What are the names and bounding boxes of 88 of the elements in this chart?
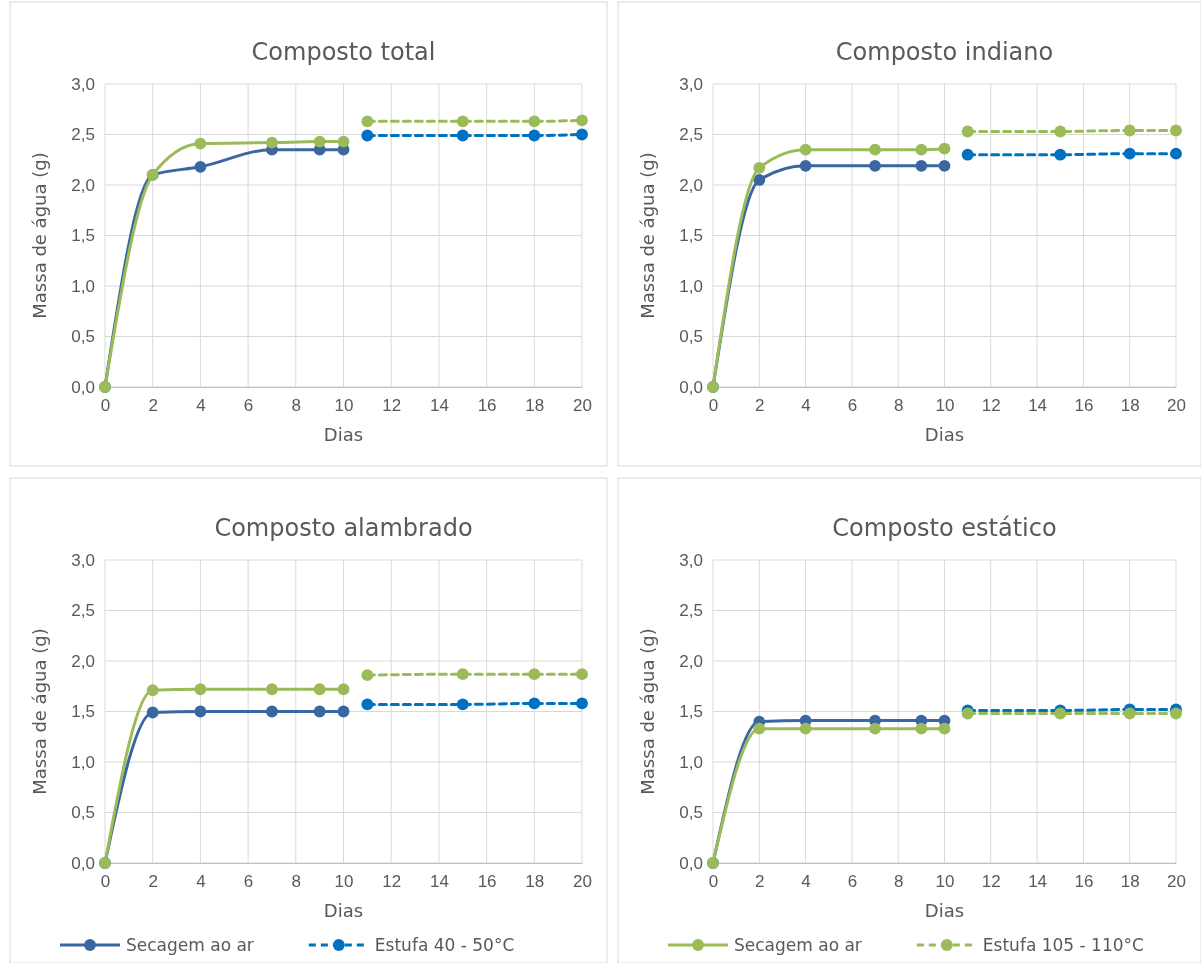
x-tick-label: 8	[291, 396, 302, 416]
y-tick-label: 0,5	[71, 803, 95, 823]
legend-label: Secagem ao ar	[734, 935, 862, 955]
y-tick-label: 3,0	[71, 74, 95, 94]
y-tick-label: 1,5	[679, 226, 703, 246]
y-tick-label: 2,0	[679, 651, 703, 671]
x-tick-label: 12	[382, 396, 402, 416]
chart-title: Composto alambrado	[214, 514, 473, 542]
x-tick-label: 0	[708, 396, 719, 416]
x-tick-label: 8	[291, 872, 302, 892]
x-tick-label: 6	[847, 872, 858, 892]
y-axis-title: Massa de água (g)	[637, 628, 658, 795]
legend-label: Estufa 40 - 50°C	[374, 935, 515, 955]
x-axis-title: Dias	[924, 424, 965, 445]
y-tick-label: 2,0	[71, 651, 95, 671]
x-tick-label: 6	[243, 396, 254, 416]
x-tick-label: 20	[573, 396, 592, 416]
x-axis-title: Dias	[323, 424, 364, 445]
chart-title: Composto indiano	[835, 38, 1054, 66]
x-tick-label: 18	[1120, 396, 1140, 416]
x-tick-label: 12	[981, 872, 1001, 892]
y-axis-title: Massa de água (g)	[637, 152, 658, 319]
y-tick-label: 0,0	[71, 853, 95, 873]
y-tick-label: 2,5	[679, 125, 703, 145]
x-tick-label: 0	[100, 396, 111, 416]
x-axis-title: Dias	[924, 900, 965, 921]
x-tick-label: 2	[148, 872, 158, 892]
y-tick-label: 0,5	[71, 327, 95, 347]
y-tick-label: 0,0	[679, 853, 703, 873]
x-tick-label: 8	[893, 872, 904, 892]
y-tick-label: 0,5	[679, 803, 703, 823]
x-tick-label: 12	[981, 396, 1001, 416]
x-tick-label: 12	[382, 872, 402, 892]
chart-title: Composto estático	[832, 514, 1057, 542]
x-tick-label: 18	[525, 396, 545, 416]
x-tick-label: 10	[935, 396, 955, 416]
x-tick-label: 14	[1028, 396, 1048, 416]
y-tick-label: 0,5	[679, 327, 703, 347]
x-tick-label: 16	[1074, 872, 1094, 892]
x-tick-label: 10	[935, 872, 955, 892]
x-tick-label: 2	[755, 872, 765, 892]
x-tick-label: 18	[1120, 872, 1140, 892]
y-tick-label: 0,0	[679, 377, 703, 397]
x-tick-label: 6	[847, 396, 858, 416]
x-tick-label: 10	[334, 396, 354, 416]
x-tick-label: 10	[334, 872, 354, 892]
x-tick-label: 18	[525, 872, 545, 892]
y-tick-label: 1,5	[71, 226, 95, 246]
y-tick-label: 2,0	[71, 175, 95, 195]
y-tick-label: 1,0	[71, 276, 95, 296]
x-tick-label: 16	[1074, 396, 1094, 416]
y-tick-label: 1,5	[679, 702, 703, 722]
y-tick-label: 1,5	[71, 702, 95, 722]
legend-label: Estufa 105 - 110°C	[982, 935, 1144, 955]
y-tick-label: 3,0	[71, 550, 95, 570]
x-tick-label: 4	[801, 396, 811, 416]
y-tick-label: 2,5	[679, 601, 703, 621]
x-tick-label: 4	[196, 872, 206, 892]
x-tick-label: 16	[477, 396, 497, 416]
x-axis-title: Dias	[323, 900, 364, 921]
y-tick-label: 3,0	[679, 74, 703, 94]
x-tick-label: 2	[755, 396, 765, 416]
x-tick-label: 14	[1028, 872, 1048, 892]
y-tick-label: 1,0	[71, 752, 95, 772]
y-axis-title: Massa de água (g)	[29, 628, 50, 795]
legend-label: Secagem ao ar	[126, 935, 254, 955]
y-tick-label: 2,5	[71, 601, 95, 621]
chart-title: Composto total	[251, 38, 436, 66]
x-tick-label: 20	[1167, 396, 1186, 416]
x-tick-label: 16	[477, 872, 497, 892]
x-tick-label: 2	[148, 396, 158, 416]
x-tick-label: 0	[708, 872, 719, 892]
x-tick-label: 14	[429, 872, 449, 892]
y-tick-label: 2,5	[71, 125, 95, 145]
x-tick-label: 0	[100, 872, 111, 892]
x-tick-label: 20	[1167, 872, 1186, 892]
x-tick-label: 14	[429, 396, 449, 416]
y-tick-label: 1,0	[679, 752, 703, 772]
y-tick-label: 0,0	[71, 377, 95, 397]
x-tick-label: 4	[801, 872, 811, 892]
y-tick-label: 1,0	[679, 276, 703, 296]
x-tick-label: 8	[893, 396, 904, 416]
y-tick-label: 3,0	[679, 550, 703, 570]
x-tick-label: 6	[243, 872, 254, 892]
x-tick-label: 4	[196, 396, 206, 416]
y-tick-label: 2,0	[679, 175, 703, 195]
x-tick-label: 20	[573, 872, 592, 892]
y-axis-title: Massa de água (g)	[29, 152, 50, 319]
